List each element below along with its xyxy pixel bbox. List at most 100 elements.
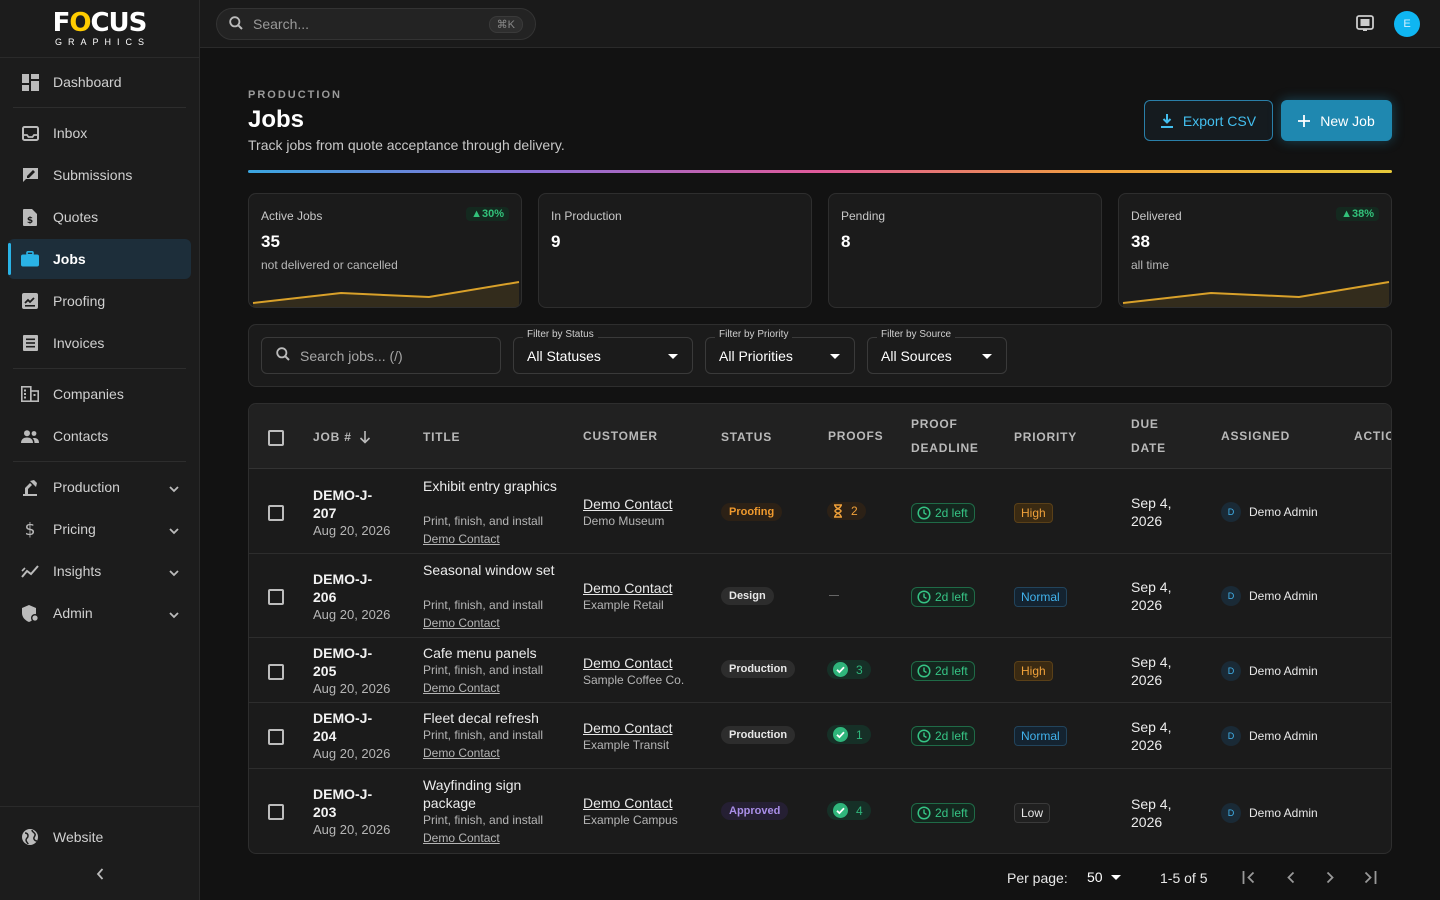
column-header-proofs[interactable]: PROOFS <box>828 429 884 443</box>
status-badge: Production <box>721 726 796 744</box>
per-page-select[interactable]: 50 <box>1087 869 1121 885</box>
sidebar-item-website[interactable]: Website <box>8 817 191 857</box>
status-filter-select[interactable]: Filter by Status All Statuses <box>513 329 693 374</box>
status-badge: Proofing <box>721 503 783 521</box>
source-filter-select[interactable]: Filter by Source All Sources <box>867 329 1007 374</box>
sidebar-item-label: Quotes <box>53 209 99 225</box>
next-page-button[interactable] <box>1319 868 1341 890</box>
table-row[interactable]: DEMO-J-203 Aug 20, 2026 Wayfinding sign … <box>249 769 1391 853</box>
select-all-checkbox[interactable] <box>268 430 284 446</box>
job-contact-link[interactable]: Demo Contact <box>423 616 500 630</box>
job-contact-link[interactable]: Demo Contact <box>423 532 500 546</box>
job-number[interactable]: DEMO-J-204 <box>313 710 373 744</box>
proof-deadline-badge: 2d left <box>911 503 975 523</box>
user-avatar[interactable]: E <box>1394 11 1420 37</box>
sidebar-item-quotes[interactable]: $ Quotes <box>8 197 191 237</box>
job-number[interactable]: DEMO-J-207 <box>313 487 373 521</box>
sidebar-item-pricing[interactable]: $ Pricing <box>8 509 191 549</box>
per-page-value: 50 <box>1087 869 1103 885</box>
sidebar-item-production[interactable]: Production <box>8 467 191 507</box>
job-contact-link[interactable]: Demo Contact <box>423 681 500 695</box>
customer-name-link[interactable]: Demo Contact <box>583 655 673 671</box>
job-search-input[interactable]: Search jobs... (/) <box>261 337 501 374</box>
priority-badge: Low <box>1014 803 1051 823</box>
proof-count[interactable]: 3 <box>827 660 871 679</box>
sidebar-item-proofing[interactable]: Proofing <box>8 281 191 321</box>
column-header-label: DATE <box>1131 441 1166 455</box>
row-checkbox[interactable] <box>268 804 284 820</box>
row-checkbox[interactable] <box>268 505 284 521</box>
sidebar-item-label: Insights <box>53 563 102 579</box>
production-icon <box>20 477 40 497</box>
check-circle-icon <box>833 662 848 677</box>
collapse-sidebar-button[interactable] <box>8 867 191 883</box>
customer-name-link[interactable]: Demo Contact <box>583 795 673 811</box>
sidebar-item-insights[interactable]: Insights <box>8 551 191 591</box>
column-header-title[interactable]: TITLE <box>423 430 461 444</box>
job-title: Seasonal window set <box>423 562 555 578</box>
due-date: Sep 4, 2026 <box>1131 654 1172 688</box>
row-checkbox[interactable] <box>268 589 284 605</box>
column-header-job[interactable]: JOB # <box>313 425 371 449</box>
proof-deadline-badge: 2d left <box>911 726 975 746</box>
customer-name-link[interactable]: Demo Contact <box>583 720 673 736</box>
job-number[interactable]: DEMO-J-203 <box>313 786 373 820</box>
sort-arrow-down-icon <box>359 430 371 444</box>
row-checkbox[interactable] <box>268 729 284 745</box>
due-date: Sep 4, 2026 <box>1131 719 1172 753</box>
new-job-button[interactable]: New Job <box>1281 100 1392 141</box>
sidebar-item-submissions[interactable]: Submissions <box>8 155 191 195</box>
first-page-icon <box>1242 871 1256 887</box>
column-header-customer[interactable]: CUSTOMER <box>583 429 658 443</box>
column-header-actions[interactable]: ACTIONS <box>1354 429 1391 443</box>
proof-count[interactable]: 1 <box>827 725 871 744</box>
table-row[interactable]: DEMO-J-204 Aug 20, 2026 Fleet decal refr… <box>249 703 1391 769</box>
export-csv-button[interactable]: Export CSV <box>1144 100 1273 141</box>
job-description: Print, finish, and install <box>423 813 544 827</box>
job-contact-link[interactable]: Demo Contact <box>423 831 500 845</box>
first-page-button[interactable] <box>1238 868 1260 890</box>
table-row[interactable]: DEMO-J-207 Aug 20, 2026 Exhibit entry gr… <box>249 470 1391 554</box>
table-row[interactable]: DEMO-J-205 Aug 20, 2026 Cafe menu panels… <box>249 638 1391 703</box>
tablet-icon[interactable] <box>1356 14 1374 35</box>
nav-divider <box>13 461 186 462</box>
customer-name-link[interactable]: Demo Contact <box>583 580 673 596</box>
column-header-proof-deadline[interactable]: PROOF DEADLINE <box>911 412 979 460</box>
chevron-right-icon <box>1326 871 1335 887</box>
sidebar-item-label: Inbox <box>53 125 88 141</box>
last-page-button[interactable] <box>1359 868 1381 890</box>
clock-icon <box>917 729 931 743</box>
customer-name-link[interactable]: Demo Contact <box>583 496 673 512</box>
job-number[interactable]: DEMO-J-206 <box>313 571 373 605</box>
page-range: 1-5 of 5 <box>1160 870 1208 886</box>
stat-note: not delivered or cancelled <box>261 258 398 272</box>
sidebar-item-inbox[interactable]: Inbox <box>8 113 191 153</box>
proof-count[interactable]: 2 <box>827 502 866 520</box>
dropdown-arrow-icon <box>668 354 678 359</box>
column-header-assigned[interactable]: ASSIGNED <box>1221 429 1291 443</box>
sidebar-item-dashboard[interactable]: Dashboard <box>8 62 191 102</box>
sidebar-item-companies[interactable]: Companies <box>8 374 191 414</box>
sidebar-item-invoices[interactable]: Invoices <box>8 323 191 363</box>
global-search-input[interactable]: Search... ⌘K <box>216 8 536 40</box>
proof-count[interactable]: 4 <box>827 801 871 820</box>
column-header-priority[interactable]: PRIORITY <box>1014 430 1078 444</box>
sidebar-item-jobs[interactable]: Jobs <box>8 239 191 279</box>
brand-logo[interactable]: FOCUS GRAPHICS <box>0 0 199 58</box>
column-header-status[interactable]: STATUS <box>721 430 773 444</box>
job-number[interactable]: DEMO-J-205 <box>313 645 373 679</box>
per-page-label: Per page: <box>1007 870 1068 886</box>
sidebar-item-admin[interactable]: Admin <box>8 593 191 633</box>
search-placeholder: Search... <box>253 16 310 32</box>
previous-page-button[interactable] <box>1279 868 1301 890</box>
column-header-due-date[interactable]: DUE DATE <box>1131 412 1166 460</box>
assignee-avatar: D <box>1221 502 1241 522</box>
sidebar-item-contacts[interactable]: Contacts <box>8 416 191 456</box>
globe-icon <box>20 827 40 847</box>
job-contact-link[interactable]: Demo Contact <box>423 746 500 760</box>
stat-card-delivered: Delivered ▲38% 38 all time <box>1118 193 1392 308</box>
table-row[interactable]: DEMO-J-206 Aug 20, 2026 Seasonal window … <box>249 554 1391 638</box>
row-checkbox[interactable] <box>268 664 284 680</box>
assignee: D Demo Admin <box>1221 661 1318 681</box>
priority-filter-select[interactable]: Filter by Priority All Priorities <box>705 329 855 374</box>
